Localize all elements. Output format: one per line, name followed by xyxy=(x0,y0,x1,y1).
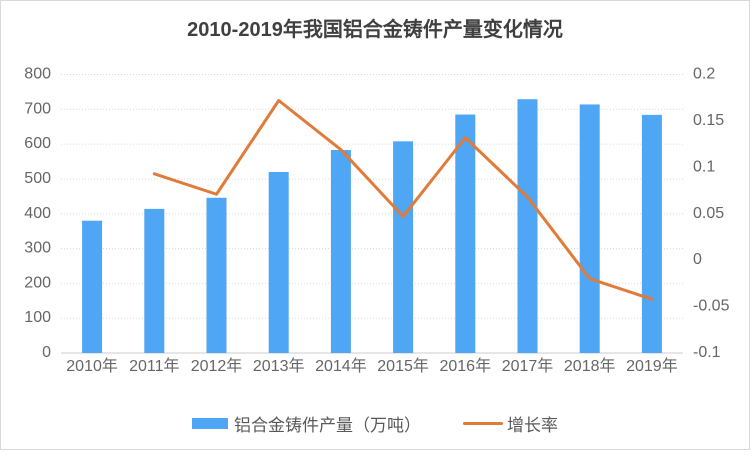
svg-text:2012年: 2012年 xyxy=(191,357,243,375)
svg-text:100: 100 xyxy=(24,309,51,326)
svg-text:0: 0 xyxy=(693,251,702,268)
svg-text:2018年: 2018年 xyxy=(564,357,616,375)
svg-text:2019年: 2019年 xyxy=(626,357,678,375)
svg-text:2010年: 2010年 xyxy=(66,357,118,375)
svg-text:2016年: 2016年 xyxy=(439,357,491,375)
svg-text:700: 700 xyxy=(24,100,51,117)
svg-text:2011年: 2011年 xyxy=(129,357,179,375)
svg-text:300: 300 xyxy=(24,240,51,257)
svg-text:0.2: 0.2 xyxy=(693,66,715,83)
svg-text:0: 0 xyxy=(42,344,51,361)
svg-text:2014年: 2014年 xyxy=(315,357,367,375)
svg-text:-0.1: -0.1 xyxy=(693,344,721,361)
svg-text:400: 400 xyxy=(24,205,51,222)
svg-text:0.15: 0.15 xyxy=(693,112,724,129)
svg-text:600: 600 xyxy=(24,135,51,152)
svg-text:2015年: 2015年 xyxy=(377,357,429,375)
svg-text:2017年: 2017年 xyxy=(502,357,554,375)
svg-text:2013年: 2013年 xyxy=(253,357,305,375)
svg-text:500: 500 xyxy=(24,170,51,187)
svg-text:0.05: 0.05 xyxy=(693,205,724,222)
svg-text:800: 800 xyxy=(24,66,51,83)
svg-text:-0.05: -0.05 xyxy=(693,298,730,315)
svg-text:200: 200 xyxy=(24,274,51,291)
svg-text:0.1: 0.1 xyxy=(693,158,715,175)
